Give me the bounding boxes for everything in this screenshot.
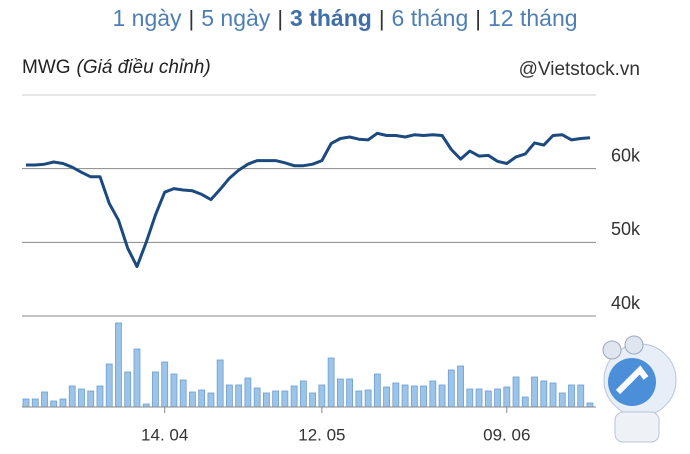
range-tab[interactable]: 1 ngày (112, 5, 182, 31)
volume-bar (457, 365, 464, 408)
volume-bar (364, 389, 372, 408)
volume-bar (96, 385, 104, 408)
volume-bar (475, 388, 483, 408)
volume-bar (281, 390, 289, 408)
volume-bar (429, 380, 437, 408)
tab-separator: | (189, 6, 195, 31)
volume-bar (22, 398, 30, 408)
volume-bar (290, 385, 298, 408)
volume-bar (383, 386, 390, 408)
tab-separator: | (277, 6, 283, 31)
tab-separator: | (379, 6, 385, 31)
volume-bar (336, 378, 344, 408)
volume-bar (235, 384, 243, 408)
price-line (26, 131, 591, 269)
volume-bar (392, 382, 400, 408)
volume-bar (540, 380, 548, 408)
volume-bar (179, 379, 187, 408)
range-tab[interactable]: 3 tháng (290, 5, 372, 31)
volume-bar (466, 388, 474, 408)
volume-bar (484, 390, 492, 408)
volume-bar (170, 373, 178, 408)
volume-bar (272, 390, 280, 408)
volume-bar (346, 378, 354, 408)
volume-bar (318, 384, 326, 408)
range-tab[interactable]: 5 ngày (201, 5, 271, 31)
volume-bar (207, 392, 215, 408)
volume-bar (115, 322, 122, 408)
range-tab[interactable]: 12 tháng (488, 5, 578, 31)
volume-bar (105, 363, 113, 408)
x-tick-label: 09. 06 (483, 425, 530, 444)
volume-bar (568, 384, 575, 408)
volume-bar (512, 376, 520, 408)
volume-bar (355, 390, 363, 408)
volume-bar (50, 400, 58, 408)
volume-bar (198, 389, 206, 408)
volume-bar (68, 385, 76, 408)
x-tick-label: 14. 04 (141, 425, 188, 444)
volume-bar (189, 391, 196, 408)
volume-bar (59, 398, 67, 408)
volume-bar (401, 384, 409, 408)
volume-bar (327, 357, 335, 408)
volume-bar (299, 380, 307, 408)
volume-bar (41, 391, 48, 408)
volume-bar (244, 377, 252, 408)
chart-title: MWG (22, 57, 71, 78)
title-line: MWG (Giá điều chỉnh) (22, 57, 211, 78)
volume-bar (309, 392, 317, 408)
volume-bar (558, 392, 566, 408)
volume-bar (586, 402, 594, 408)
y-tick-label: 50k (611, 219, 641, 239)
volume-bar (410, 385, 418, 408)
volume-bar (420, 385, 427, 408)
volume-bar (124, 371, 132, 408)
volume-bar (521, 396, 529, 408)
source: @Vietstock.vn (519, 59, 640, 80)
volume-bar (577, 384, 585, 408)
volume-bar (503, 386, 511, 408)
volume-bar (87, 390, 95, 408)
volume-bar (161, 361, 169, 408)
volume-bar (216, 359, 224, 408)
volume-bar (133, 348, 141, 408)
mascot (602, 335, 677, 443)
volume-bar (226, 384, 233, 408)
tab-separator: | (475, 6, 481, 31)
volume-bar (494, 388, 501, 408)
range-tabs: 1 ngày | 5 ngày | 3 tháng | 6 tháng | 12 tháng (112, 5, 577, 31)
x-tick-label: 12. 05 (298, 425, 345, 444)
volume-bar (438, 384, 446, 408)
volume-bar (531, 376, 538, 408)
volume-bar (253, 387, 261, 408)
chart-subtitle: (Giá điều chỉnh) (77, 57, 211, 78)
volume-bar (78, 388, 85, 408)
volume-bar (373, 373, 381, 408)
y-tick-label: 60k (611, 145, 641, 165)
volume-bar (31, 398, 39, 408)
volume-bar (152, 371, 159, 408)
volume-bar (447, 369, 455, 408)
range-tab[interactable]: 6 tháng (392, 5, 469, 31)
volume-bar (549, 382, 557, 408)
volume-bar (262, 392, 270, 408)
y-tick-label: 40k (611, 293, 641, 313)
